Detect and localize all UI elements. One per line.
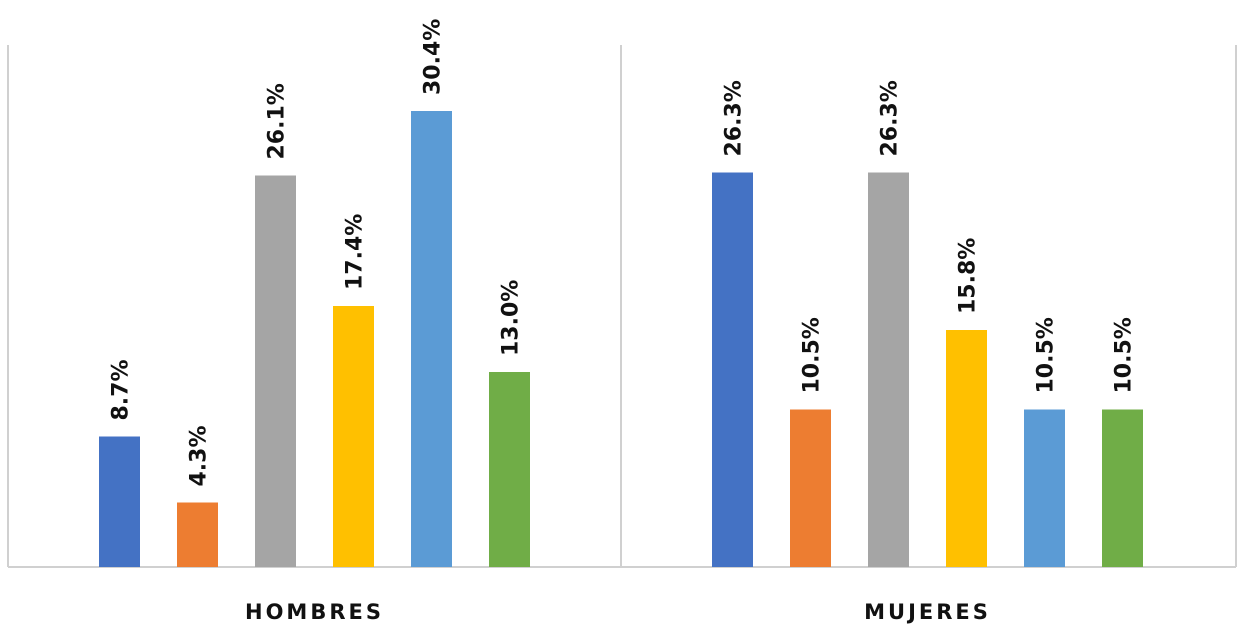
data-label-mujeres-2: 10.5% — [800, 317, 825, 393]
data-labels-layer: 8.7% 4.3% 26.1% 17.4% 30.4% 13.0% 26.3% 10.5% 26… — [109, 19, 1137, 487]
bar-hombres-2 — [177, 502, 218, 567]
data-label-hombres-3: 26.1% — [265, 83, 290, 159]
bars-layer — [99, 111, 1143, 567]
data-label-mujeres-5: 10.5% — [1034, 317, 1059, 393]
bar-mujeres-6 — [1102, 409, 1143, 567]
data-label-hombres-4: 17.4% — [343, 214, 368, 290]
bar-hombres-4 — [333, 306, 374, 567]
data-label-mujeres-3: 26.3% — [878, 80, 903, 156]
bar-mujeres-3 — [868, 172, 909, 567]
bar-mujeres-1 — [712, 172, 753, 567]
bar-mujeres-5 — [1024, 409, 1065, 567]
bar-hombres-5 — [411, 111, 452, 567]
data-label-mujeres-1: 26.3% — [722, 80, 747, 156]
bar-mujeres-4 — [946, 330, 987, 567]
data-label-mujeres-6: 10.5% — [1112, 317, 1137, 393]
data-label-mujeres-4: 15.8% — [956, 238, 981, 314]
data-label-hombres-2: 4.3% — [187, 425, 212, 486]
bar-hombres-3 — [255, 175, 296, 567]
category-labels-layer: HOMBRES MUJERES — [245, 600, 991, 624]
bar-hombres-6 — [489, 372, 530, 567]
data-label-hombres-5: 30.4% — [421, 19, 446, 95]
category-label-mujeres: MUJERES — [864, 600, 991, 624]
data-label-hombres-6: 13.0% — [499, 280, 524, 356]
category-label-hombres: HOMBRES — [245, 600, 384, 624]
bar-mujeres-2 — [790, 409, 831, 567]
bar-hombres-1 — [99, 436, 140, 567]
data-label-hombres-1: 8.7% — [109, 359, 134, 420]
